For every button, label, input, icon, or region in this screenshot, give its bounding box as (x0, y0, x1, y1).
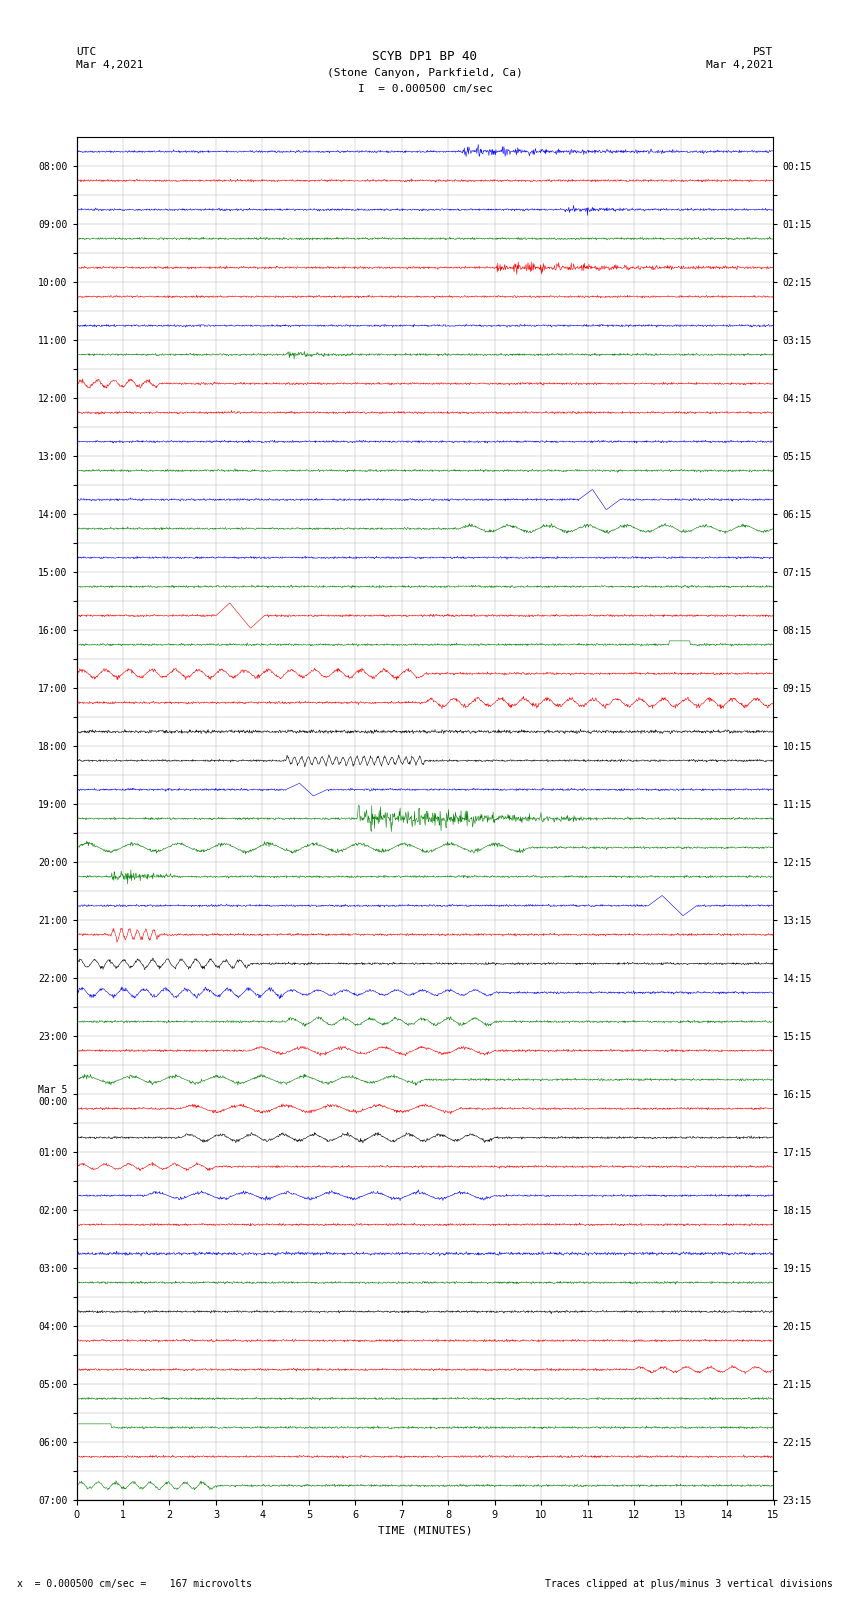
Text: I  = 0.000500 cm/sec: I = 0.000500 cm/sec (358, 84, 492, 94)
Text: Mar 4,2021: Mar 4,2021 (76, 60, 144, 69)
Text: (Stone Canyon, Parkfield, Ca): (Stone Canyon, Parkfield, Ca) (327, 68, 523, 77)
Text: SCYB DP1 BP 40: SCYB DP1 BP 40 (372, 50, 478, 63)
Text: Traces clipped at plus/minus 3 vertical divisions: Traces clipped at plus/minus 3 vertical … (545, 1579, 833, 1589)
Text: PST: PST (753, 47, 774, 56)
Text: UTC: UTC (76, 47, 97, 56)
Text: Mar 4,2021: Mar 4,2021 (706, 60, 774, 69)
X-axis label: TIME (MINUTES): TIME (MINUTES) (377, 1526, 473, 1536)
Text: x  = 0.000500 cm/sec =    167 microvolts: x = 0.000500 cm/sec = 167 microvolts (17, 1579, 252, 1589)
